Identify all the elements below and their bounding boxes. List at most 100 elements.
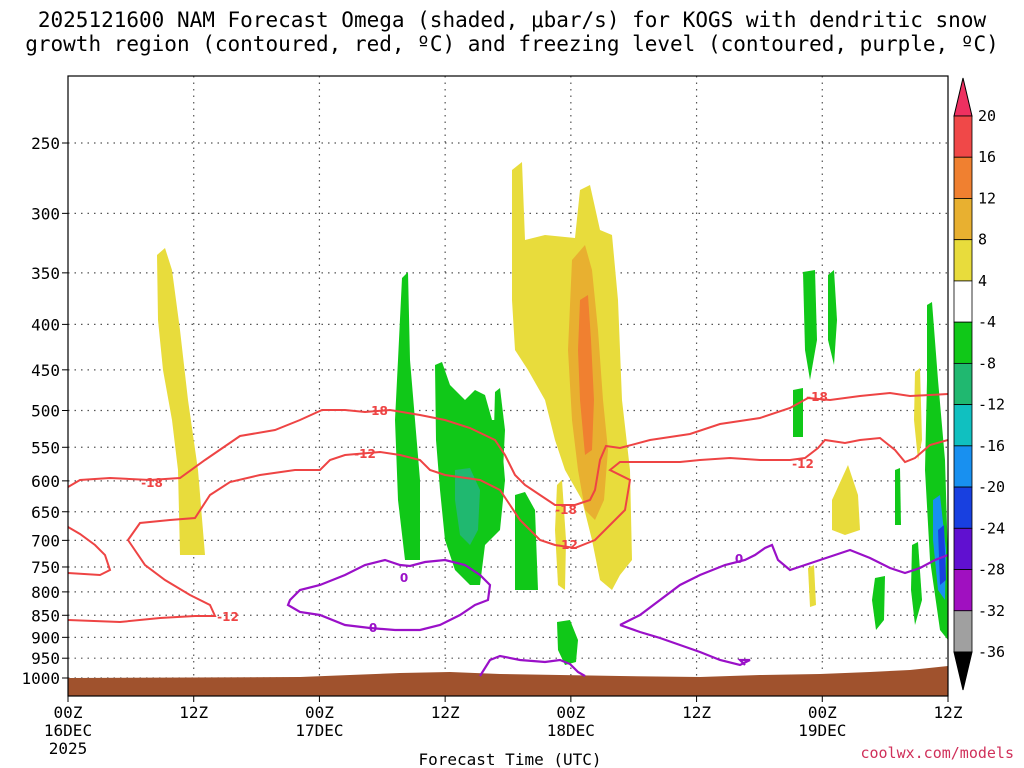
omega-negative-band-3	[455, 468, 480, 545]
omega-negative-band-14	[938, 525, 946, 585]
colorbar-box	[953, 321, 973, 364]
omega-positive-band-1	[157, 248, 205, 555]
x-axis-label: Forecast Time (UTC)	[418, 750, 601, 768]
dgz-label-minus12-a: -12	[354, 447, 376, 461]
colorbar-box	[953, 156, 973, 199]
freezing-level-contours	[286, 543, 948, 677]
dgz-contour-minus12	[68, 436, 948, 624]
omega-negative-band-9	[793, 388, 803, 437]
colorbar-label: -24	[978, 519, 1005, 537]
y-tick-label: 1000	[21, 669, 60, 688]
omega-shading	[157, 162, 948, 665]
y-tick-label: 800	[31, 583, 60, 602]
colorbar-box	[953, 239, 973, 282]
dgz-label-minus12-d: -12	[217, 610, 239, 624]
chart-title-line-1: 2025121600 NAM Forecast Omega (shaded, μ…	[37, 8, 987, 32]
omega-negative-band-7	[803, 270, 817, 380]
dgz-label-minus12-c: -12	[792, 457, 814, 471]
chart-title-line-2: growth region (contoured, red, ºC) and f…	[25, 32, 999, 56]
y-tick-label: 550	[31, 438, 60, 457]
omega-positive-band-5	[555, 480, 566, 590]
y-tick-label: 400	[31, 315, 60, 334]
colorbar-label: -8	[978, 354, 996, 372]
dgz-label-minus18-d: -18	[806, 390, 828, 404]
y-tick-label: 850	[31, 606, 60, 625]
y-axis: 250 300 350 400 450 500 550 600 650 700 750 800 850 9…	[21, 134, 68, 688]
dgz-label-minus18-a: -18	[141, 476, 163, 490]
plot-area: -18 -18 -18 -18 -12 -12 -12 -12 0 0 0	[68, 76, 948, 696]
colorbar-box	[953, 527, 973, 570]
x-tick-label: 12Z	[431, 703, 460, 722]
y-tick-label: 700	[31, 531, 60, 550]
terrain-ground	[68, 666, 948, 696]
colorbar-label: -32	[978, 602, 1005, 620]
y-tick-label: 650	[31, 503, 60, 522]
freezing-label-b: 0	[369, 621, 377, 635]
freezing-contour-a	[286, 558, 492, 632]
colorbar-label: -16	[978, 437, 1005, 455]
colorbar-box	[953, 115, 973, 158]
colorbar-box	[953, 280, 973, 323]
colorbar-box	[953, 362, 973, 406]
credit-text: coolwx.com/models	[860, 744, 1014, 762]
y-tick-label: 450	[31, 361, 60, 380]
omega-negative-band-11	[872, 576, 885, 630]
x-tick-label: 00Z	[808, 703, 837, 722]
omega-positive-band-6	[832, 465, 860, 535]
omega-positive-band-4	[578, 295, 594, 455]
dgz-label-minus12-b: -12	[556, 538, 578, 552]
x-tick-date: 18DEC	[547, 721, 595, 740]
freezing-contour-d	[479, 654, 586, 677]
freezing-label-c: 0	[735, 552, 743, 566]
colorbar-label: -4	[978, 313, 996, 331]
omega-negative-band-6	[557, 620, 578, 665]
dgz-label-minus18-c: -18	[555, 503, 577, 517]
omega-positive-band-8	[914, 368, 922, 460]
colorbar-label: 16	[978, 148, 996, 166]
omega-negative-band-1	[395, 272, 420, 560]
colorbar-bottom-arrow	[953, 651, 973, 691]
freezing-contour-c	[619, 623, 751, 667]
colorbar: 20 16 12 8 4 -4 -8 -12 -16 -20 -24 -28 -32 -36	[953, 77, 1005, 691]
omega-positive-band-7	[808, 565, 816, 607]
gridlines	[68, 76, 948, 696]
colorbar-label: 4	[978, 272, 987, 290]
colorbar-box	[953, 569, 973, 612]
y-tick-label: 900	[31, 628, 60, 647]
colorbar-label: -28	[978, 561, 1005, 579]
colorbar-label: 12	[978, 189, 996, 207]
x-tick-label: 00Z	[305, 703, 334, 722]
dgz-contour-minus18	[68, 391, 948, 506]
x-tick-label: 12Z	[934, 703, 963, 722]
omega-negative-band-8	[828, 270, 837, 365]
colorbar-box	[953, 198, 973, 241]
x-tick-label: 00Z	[54, 703, 83, 722]
contour-labels: -18 -18 -18 -18 -12 -12 -12 -12 0 0 0	[141, 390, 828, 635]
x-tick-label: 12Z	[682, 703, 711, 722]
colorbar-box	[953, 445, 973, 488]
x-tick-year: 2025	[49, 739, 88, 758]
y-tick-label: 950	[31, 649, 60, 668]
x-tick-date: 17DEC	[295, 721, 343, 740]
y-tick-label: 250	[31, 134, 60, 153]
plot-frame	[67, 75, 949, 697]
colorbar-label: 20	[978, 107, 996, 125]
omega-negative-band-5	[515, 492, 538, 590]
colorbar-top-arrow	[953, 77, 973, 117]
y-tick-label: 300	[31, 204, 60, 223]
colorbar-box	[953, 486, 973, 529]
y-tick-label: 500	[31, 402, 60, 421]
dgz-contours	[68, 391, 948, 624]
colorbar-label: -36	[978, 643, 1005, 661]
y-tick-label: 600	[31, 472, 60, 491]
x-tick-date: 19DEC	[798, 721, 846, 740]
freezing-contour-b	[619, 543, 948, 626]
freezing-label-a: 0	[400, 571, 408, 585]
colorbar-box	[953, 610, 973, 653]
colorbar-label: -12	[978, 396, 1005, 414]
colorbar-box	[953, 404, 973, 447]
y-tick-label: 750	[31, 558, 60, 577]
dgz-label-minus18-b: -18	[366, 404, 388, 418]
